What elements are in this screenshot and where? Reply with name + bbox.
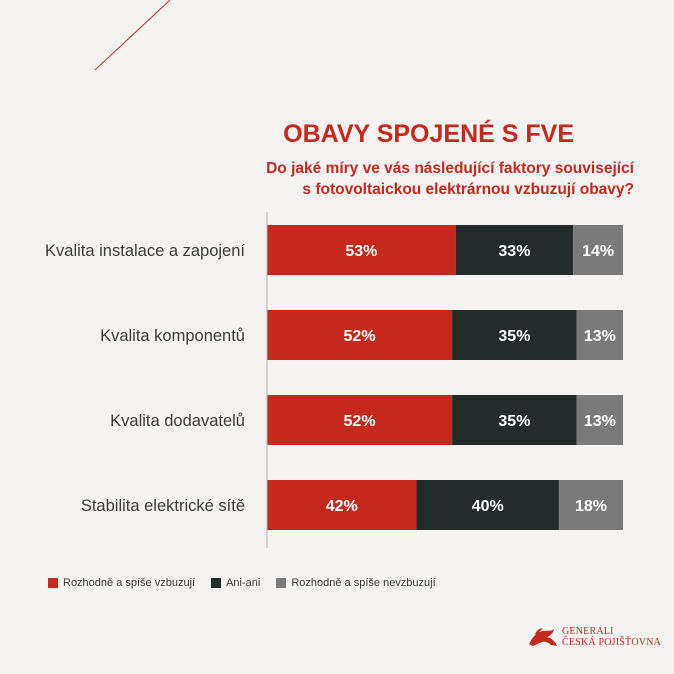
bar-segment-0-0 (267, 225, 456, 275)
data-label-0-0: 53% (345, 243, 377, 260)
legend-swatch-1 (211, 578, 222, 588)
bar-segment-0-2 (573, 225, 623, 275)
legend-item-0: Rozhodně a spíše vzbuzují (48, 577, 195, 589)
data-label-2-2: 13% (584, 413, 616, 430)
data-label-3-0: 42% (326, 498, 358, 515)
corner-decoration (94, 0, 171, 70)
chart-subtitle: Do jaké míry ve vás následující faktory … (0, 158, 634, 200)
bar-segment-3-2 (558, 480, 623, 530)
logo-line-1: GENERALI (562, 626, 614, 637)
bar-segment-2-1 (452, 395, 577, 445)
legend-label-2: Rozhodně a spíše nevzbuzují (291, 577, 436, 589)
bar-segment-3-0 (267, 480, 417, 530)
legend-swatch-0 (48, 578, 58, 588)
data-label-3-2: 18% (575, 498, 607, 515)
category-label-3: Stabilita elektrické sítě (81, 497, 245, 515)
bar-segment-1-2 (576, 310, 623, 360)
generali-logo: GENERALI ČESKÁ POJIŠŤOVNA (527, 626, 661, 648)
legend-swatch-2 (276, 578, 287, 588)
legend-item-2: Rozhodně a spíše nevzbuzují (276, 577, 436, 589)
bar-segment-3-1 (416, 480, 559, 530)
data-label-1-2: 13% (584, 328, 616, 345)
legend-label-1: Ani-ani (226, 577, 261, 589)
lion-logo-icon (529, 628, 557, 646)
legend-item-1: Ani-ani (211, 577, 260, 589)
logo-text: GENERALI ČESKÁ POJIŠŤOVNA (562, 626, 661, 648)
data-label-0-2: 14% (582, 243, 614, 260)
chart-subtitle-line-1: Do jaké míry ve vás následující faktory … (266, 160, 634, 177)
bar-segment-2-0 (267, 395, 453, 445)
chart-legend: Rozhodně a spíše vzbuzují Ani-ani Rozhod… (48, 577, 452, 589)
category-label-1: Kvalita komponentů (100, 327, 245, 345)
data-label-1-1: 35% (498, 328, 530, 345)
data-label-2-1: 35% (498, 413, 530, 430)
legend-label-0: Rozhodně a spíše vzbuzují (63, 577, 196, 589)
data-label-0-1: 33% (498, 243, 530, 260)
logo-line-2: ČESKÁ POJIŠŤOVNA (562, 637, 662, 648)
data-label-2-0: 52% (344, 413, 376, 430)
chart-subtitle-line-2: s fotovoltaickou elektrárnou vzbuzují ob… (302, 181, 634, 198)
data-label-3-1: 40% (472, 498, 504, 515)
data-label-1-0: 52% (344, 328, 376, 345)
category-label-0: Kvalita instalace a zapojení (45, 242, 245, 260)
category-label-2: Kvalita dodavatelů (110, 412, 245, 430)
bar-segment-2-2 (576, 395, 623, 445)
bar-segment-1-1 (452, 310, 577, 360)
bar-segment-1-0 (267, 310, 453, 360)
chart-title: OBAVY SPOJENÉ S FVE (283, 120, 574, 148)
bar-segment-0-1 (455, 225, 574, 275)
